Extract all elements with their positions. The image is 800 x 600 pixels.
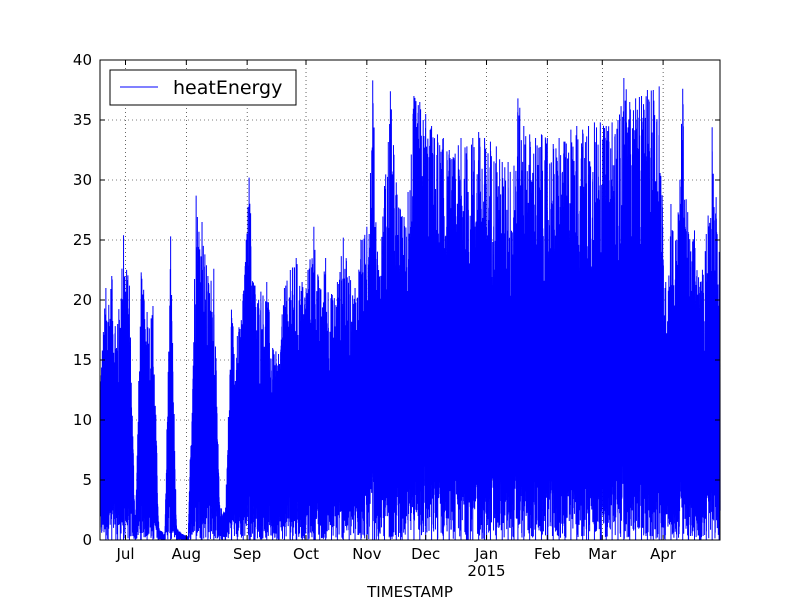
x-tick-label: Dec	[411, 545, 440, 563]
x-tick-label: Aug	[172, 545, 201, 563]
x-tick-label: Sep	[233, 545, 261, 563]
legend-label-heat-energy: heatEnergy	[173, 77, 282, 99]
x-axis-label: TIMESTAMP	[366, 583, 453, 600]
y-tick-label: 5	[82, 471, 92, 489]
y-tick-label: 15	[73, 351, 92, 369]
x-year-label: 2015	[467, 562, 505, 580]
series-line-heat-energy	[99, 78, 721, 541]
y-tick-label: 35	[73, 111, 92, 129]
y-tick-label: 40	[73, 51, 92, 69]
x-tick-label: Jan	[474, 545, 498, 563]
tick-labels: 0 5 10 15 20 25 30 35 40 Jul Aug Sep Oct Nov Dec Jan Feb…	[73, 51, 677, 580]
y-tick-label: 25	[73, 231, 92, 249]
axis-ticks	[100, 59, 720, 541]
x-tick-label: Mar	[588, 545, 617, 563]
x-tick-label: Apr	[650, 545, 677, 563]
y-tick-label: 20	[73, 291, 92, 309]
y-tick-label: 0	[82, 531, 92, 549]
x-tick-label: Oct	[293, 545, 319, 563]
x-tick-label: Nov	[352, 545, 381, 563]
series-heat-energy	[99, 78, 721, 541]
x-tick-label: Jul	[115, 545, 134, 563]
y-tick-label: 10	[73, 411, 92, 429]
legend: heatEnergy	[109, 69, 297, 106]
x-tick-label: Feb	[534, 545, 561, 563]
y-tick-label: 30	[73, 171, 92, 189]
